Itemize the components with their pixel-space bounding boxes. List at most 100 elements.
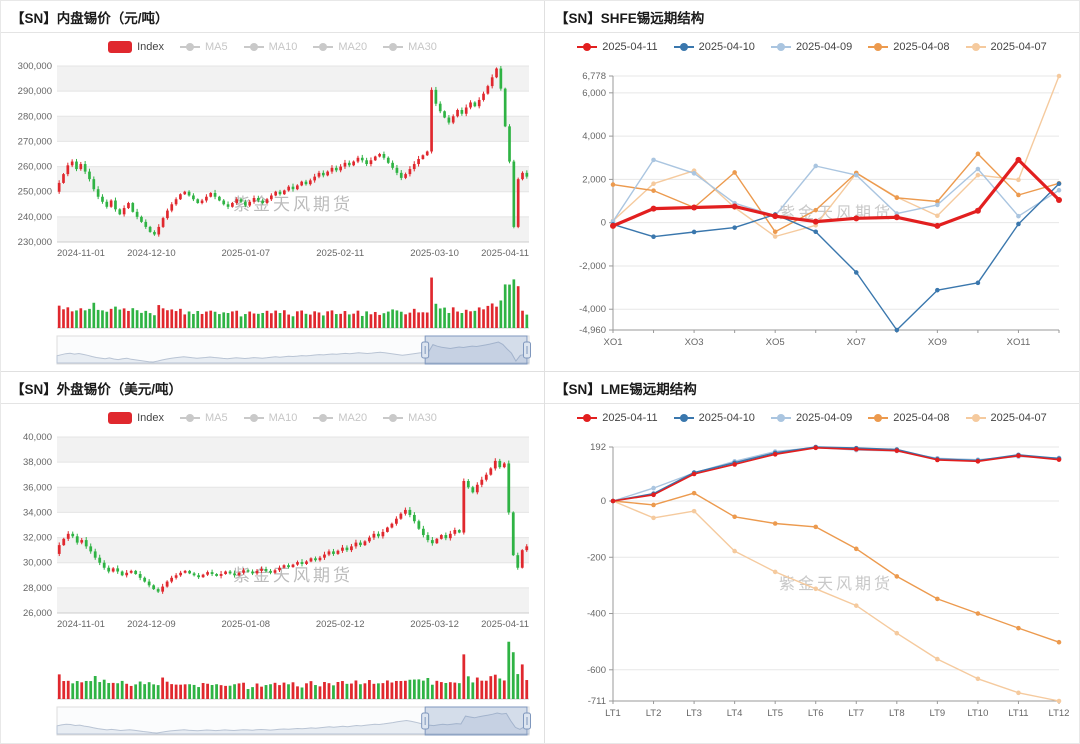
svg-text:LT11: LT11 (1008, 708, 1028, 719)
svg-text:2024-11-01: 2024-11-01 (57, 619, 105, 630)
svg-text:-4,000: -4,000 (579, 304, 606, 315)
legend-marker-icon (243, 413, 264, 423)
legend-item-2025-04-08[interactable]: 2025-04-08 (868, 412, 950, 424)
legend-item-2025-04-10[interactable]: 2025-04-10 (673, 412, 755, 424)
svg-text:290,000: 290,000 (18, 86, 52, 97)
legend-item-2025-04-11[interactable]: 2025-04-11 (577, 41, 658, 53)
panel-domestic-tin-price: 【SN】内盘锡价（元/吨） Index MA5 MA10 MA20 MA30 300,0… (1, 1, 545, 372)
legend-label: MA10 (268, 412, 298, 424)
legend-marker-icon (180, 413, 201, 423)
title-divider (1, 32, 544, 33)
svg-text:2025-01-08: 2025-01-08 (221, 619, 270, 630)
svg-text:192: 192 (590, 442, 606, 453)
title-divider (545, 32, 1079, 33)
svg-text:-2,000: -2,000 (579, 261, 606, 272)
legend-label: 2025-04-10 (698, 412, 755, 424)
legend-marker-icon (868, 413, 889, 423)
foreign-candlestick-chart[interactable]: 40,000 38,000 36,000 34,000 32,000 30,000 28,0… (11, 431, 535, 743)
svg-text:2025-03-10: 2025-03-10 (410, 248, 459, 259)
legend-item-ma30[interactable]: MA30 (383, 41, 437, 53)
svg-text:-600: -600 (587, 665, 606, 676)
legend-label: 2025-04-07 (990, 412, 1047, 424)
shfe-forward-structure-chart[interactable]: -4,960 -4,000 -2,000 0 2,000 4,000 6,000 6,778 X… (555, 60, 1070, 372)
legend-marker-icon (383, 42, 404, 52)
legend-item-2025-04-08[interactable]: 2025-04-08 (868, 41, 950, 53)
svg-text:26,000: 26,000 (23, 608, 52, 619)
legend-label: MA20 (338, 41, 368, 53)
legend-label: 2025-04-09 (795, 412, 853, 424)
svg-text:XO5: XO5 (766, 337, 785, 348)
svg-text:280,000: 280,000 (18, 111, 52, 122)
chart-legend-domestic: Index MA5 MA10 MA20 MA30 (11, 36, 534, 58)
legend-item-ma10[interactable]: MA10 (243, 412, 298, 424)
svg-text:300,000: 300,000 (18, 61, 52, 72)
svg-text:-4,960: -4,960 (579, 325, 606, 336)
svg-text:28,000: 28,000 (23, 583, 52, 594)
legend-marker-icon (673, 42, 694, 52)
chart-title-domestic: 【SN】内盘锡价（元/吨） (11, 11, 169, 26)
legend-item-2025-04-09[interactable]: 2025-04-09 (770, 412, 853, 424)
legend-item-ma5[interactable]: MA5 (180, 412, 228, 424)
svg-text:XO11: XO11 (1007, 337, 1031, 348)
svg-text:XO9: XO9 (928, 337, 947, 348)
chart-legend-foreign: Index MA5 MA10 MA20 MA30 (11, 407, 534, 429)
title-divider (1, 403, 544, 404)
legend-item-ma20[interactable]: MA20 (313, 412, 367, 424)
panel-lme-forward-structure: 【SN】LME锡远期结构 2025-04-11 2025-04-10 2025-04… (545, 372, 1079, 743)
index-swatch-icon (108, 41, 133, 53)
legend-marker-icon (673, 413, 694, 423)
lme-forward-structure-chart[interactable]: -711 -600 -400 -200 0 192 LT1 LT2 LT3 LT4 LT5 LT6 LT… (555, 431, 1070, 743)
svg-text:0: 0 (601, 496, 606, 507)
title-divider (545, 403, 1079, 404)
svg-text:2025-02-12: 2025-02-12 (316, 619, 365, 630)
legend-marker-icon (965, 413, 986, 423)
svg-text:LT7: LT7 (848, 708, 864, 719)
svg-text:LT5: LT5 (767, 708, 783, 719)
legend-item-2025-04-10[interactable]: 2025-04-10 (673, 41, 755, 53)
legend-item-2025-04-09[interactable]: 2025-04-09 (770, 41, 853, 53)
legend-item-ma20[interactable]: MA20 (313, 41, 367, 53)
legend-label: MA5 (205, 412, 228, 424)
chart-title-foreign: 【SN】外盘锡价（美元/吨） (11, 382, 183, 397)
svg-text:紫金天风期货: 紫金天风期货 (779, 575, 893, 593)
legend-marker-icon (313, 413, 334, 423)
svg-text:LT4: LT4 (727, 708, 743, 719)
svg-text:LT9: LT9 (930, 708, 946, 719)
legend-item-index[interactable]: Index (108, 41, 164, 53)
svg-text:34,000: 34,000 (23, 507, 52, 518)
legend-item-ma30[interactable]: MA30 (383, 412, 437, 424)
legend-marker-icon (243, 42, 264, 52)
legend-label: Index (137, 41, 165, 53)
svg-text:6,778: 6,778 (582, 71, 606, 82)
legend-item-2025-04-07[interactable]: 2025-04-07 (965, 41, 1047, 53)
svg-text:紫金天风期货: 紫金天风期货 (233, 566, 353, 585)
index-swatch-icon (108, 412, 133, 424)
legend-item-ma10[interactable]: MA10 (243, 41, 297, 53)
chart-title-shfe: 【SN】SHFE锡远期结构 (555, 11, 705, 26)
svg-text:LT8: LT8 (889, 708, 905, 719)
legend-label: MA30 (408, 41, 437, 53)
legend-label: 2025-04-09 (795, 41, 853, 53)
legend-item-index[interactable]: Index (108, 412, 164, 424)
svg-text:32,000: 32,000 (23, 533, 52, 544)
legend-marker-icon (180, 42, 201, 52)
svg-text:6,000: 6,000 (582, 88, 606, 99)
legend-label: 2025-04-08 (893, 412, 950, 424)
svg-text:40,000: 40,000 (23, 432, 52, 443)
svg-text:2025-04-11: 2025-04-11 (481, 248, 529, 259)
svg-text:2,000: 2,000 (582, 174, 606, 185)
svg-text:250,000: 250,000 (18, 187, 52, 198)
svg-text:LT6: LT6 (808, 708, 824, 719)
legend-item-2025-04-11[interactable]: 2025-04-11 (577, 412, 658, 424)
panel-foreign-tin-price: 【SN】外盘锡价（美元/吨） Index MA5 MA10 MA20 MA30 40,0… (1, 372, 545, 743)
svg-text:XO3: XO3 (685, 337, 704, 348)
domestic-candlestick-chart[interactable]: 300,000 290,000 280,000 270,000 260,000 250,0… (11, 60, 535, 372)
legend-marker-icon (770, 42, 791, 52)
legend-item-ma5[interactable]: MA5 (180, 41, 228, 53)
legend-item-2025-04-07[interactable]: 2025-04-07 (965, 412, 1047, 424)
svg-text:260,000: 260,000 (18, 162, 52, 173)
legend-marker-icon (770, 413, 791, 423)
svg-text:4,000: 4,000 (582, 131, 606, 142)
svg-text:2025-02-11: 2025-02-11 (316, 248, 364, 259)
